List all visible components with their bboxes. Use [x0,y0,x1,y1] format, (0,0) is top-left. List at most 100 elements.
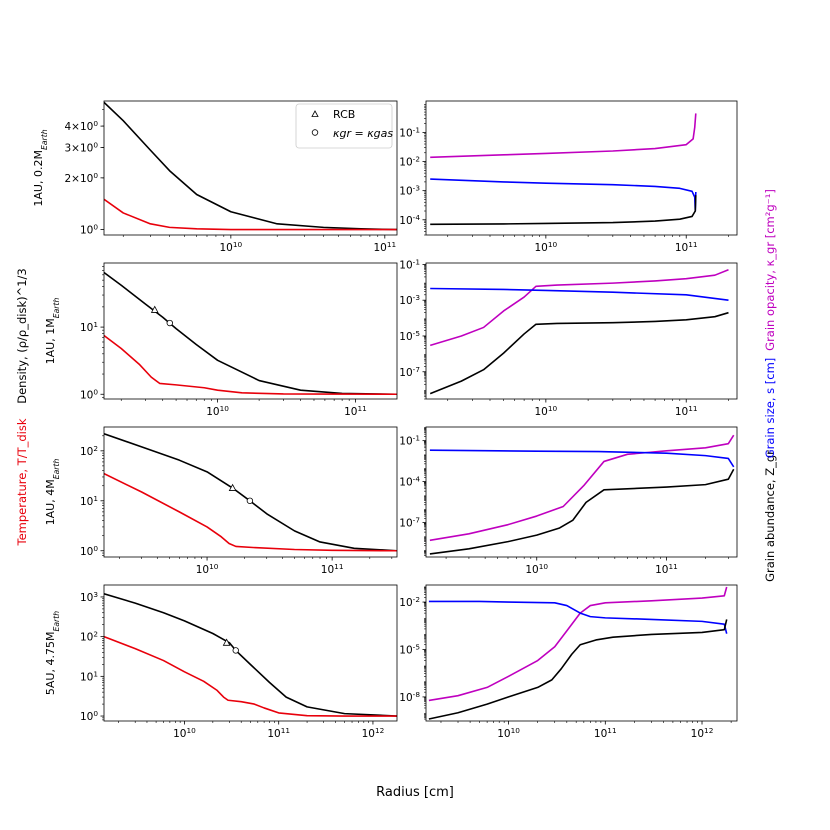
minor-ticks [102,266,350,401]
row-label: 5AU, 4.75MEarth [44,611,61,695]
series-temperature-line [104,198,397,231]
series-density-line [104,593,397,717]
temperature-ylabel: Temperature, T/T_disk [15,418,29,546]
plot-frame [425,426,738,558]
y-tick-label: 103 [80,589,98,604]
plot-frame [425,100,738,236]
plot-frame [103,426,398,558]
x-tick-label: 1010 [219,240,242,255]
y-tick-label: 10-5 [399,328,420,343]
y-tick-label: 10-3 [399,293,420,308]
series-grain-opacity-line [429,269,729,347]
plot-frame [425,584,738,722]
y-tick-label: 10-7 [399,364,420,379]
x-tick-label: 1010 [534,240,557,255]
grain-abundance-ylabel: Grain abundance, Z_gr [763,450,777,582]
series-density-line [104,101,397,231]
kappa-equal-marker [246,497,254,504]
panel-r1-c1: 1010 1011 10-7 10-5 10-3 10-1 [399,257,738,419]
kappa-equal-marker [166,319,173,327]
x-tick-label: 1010 [497,726,520,741]
plot-frame [103,100,398,236]
y-tick-label: 10-1 [399,257,420,272]
y-tick-label: 10-4 [399,212,420,227]
rcb-marker [228,483,237,491]
y-tick-label: 100 [80,543,98,558]
minor-ticks [102,435,393,559]
panel-r2-c1: 1010 1011 10-7 10-4 10-1 [399,426,738,577]
minor-ticks [102,598,369,723]
grain-size-ylabel: Grain size, s [cm] [763,358,777,459]
x-tick-label: 1011 [267,726,290,741]
y-tick-label: 100 [80,709,98,724]
panels: 1010 1011 100 2×100 3×100 4×100 1AU, 0.2MEarth… [32,100,738,741]
x-tick-label: 1012 [691,726,714,741]
kappa-equal-marker [232,647,239,654]
row-label: 1AU, 4MEarth [44,459,61,526]
y-tick-label: 10-3 [399,183,420,198]
y-tick-label: 102 [80,629,98,644]
y-tick-label: 10-1 [399,125,420,140]
legend-kappa-label: κgr = κgas [333,127,393,140]
series-grain-size-line [429,449,735,468]
series-grain-abundance-line [428,619,728,720]
series-temperature-line [104,334,397,396]
y-tick-label: 10-5 [399,642,420,657]
rcb-marker [222,638,231,646]
series-temperature-line [104,472,397,552]
panel-r3-c1: 1010 1011 1012 10-8 10-5 10-2 [399,584,738,741]
series-grain-size-line [430,287,729,301]
y-tick-label: 10-2 [399,595,420,610]
legend-triangle-icon [311,110,319,117]
legend-box [295,103,393,149]
density-ylabel: Density, (ρ/ρ_disk)^1/3 [15,268,29,404]
minor-ticks [424,104,729,237]
series-density-line [104,432,397,552]
plot-frame [103,262,398,400]
x-tick-label: 1012 [362,726,385,741]
y-tick-label: 101 [80,320,98,335]
series-grain-abundance-line [429,311,729,395]
x-tick-label: 1010 [534,404,557,419]
y-tick-label: 10-8 [399,689,420,704]
panel-r0-c1: 1010 1011 10-4 10-3 10-2 10-1 [399,100,738,255]
plot-frame [103,584,398,722]
x-tick-label: 1010 [525,562,548,577]
x-tick-label: 1010 [173,726,196,741]
legend-circle-icon [311,129,319,136]
series-grain-abundance-line [429,468,735,555]
x-tick-label: 1011 [344,404,367,419]
panel-r2-c0: 1010 1011 100 101 102 1AU, 4MEarth [44,426,398,577]
x-axis-label: Radius [cm] [376,785,454,800]
plot-frame [425,262,738,400]
y-tick-label: 4×100 [64,119,98,134]
rcb-marker [150,305,159,313]
x-tick-label: 1011 [675,404,698,419]
y-tick-label: 10-7 [399,515,420,530]
panel-r1-c0: 1010 1011 100 101 1AU, 1MEarth [44,262,398,419]
series-grain-opacity-line [430,113,697,159]
series-grain-abundance-line [430,195,697,226]
y-tick-label: 100 [80,387,98,402]
x-tick-label: 1011 [655,562,678,577]
series-temperature-line [104,635,397,717]
y-tick-label: 2×100 [64,170,98,185]
y-tick-label: 100 [80,222,98,237]
panel-r3-c0: 1010 1011 1012 100 101 102 103 5AU, 4.75MEarth [44,584,398,741]
minor-ticks [424,586,732,723]
y-tick-label: 101 [80,669,98,684]
row-label: 1AU, 0.2MEarth [32,129,49,206]
y-tick-label: 3×100 [64,140,98,155]
series-grain-size-line [428,600,728,634]
y-tick-label: 101 [80,493,98,508]
y-tick-label: 102 [80,443,98,458]
y-tick-label: 10-4 [399,474,420,489]
x-tick-label: 1011 [594,726,617,741]
x-tick-label: 1010 [206,404,229,419]
series-density-line [104,271,397,396]
y-tick-label: 10-2 [399,154,420,169]
series-grain-size-line [430,178,697,212]
x-tick-label: 1011 [373,240,396,255]
x-tick-label: 1010 [196,562,219,577]
